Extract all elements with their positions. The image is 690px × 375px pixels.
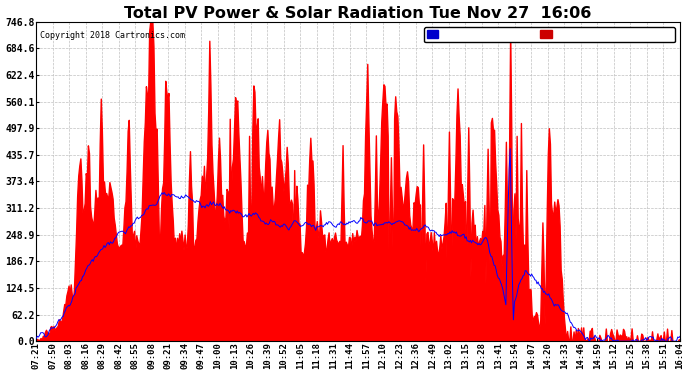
Text: Copyright 2018 Cartronics.com: Copyright 2018 Cartronics.com bbox=[39, 31, 184, 40]
Title: Total PV Power & Solar Radiation Tue Nov 27  16:06: Total PV Power & Solar Radiation Tue Nov… bbox=[124, 6, 592, 21]
Legend: Radiation (W/m2), PV Panels (DC Watts): Radiation (W/m2), PV Panels (DC Watts) bbox=[424, 27, 675, 42]
